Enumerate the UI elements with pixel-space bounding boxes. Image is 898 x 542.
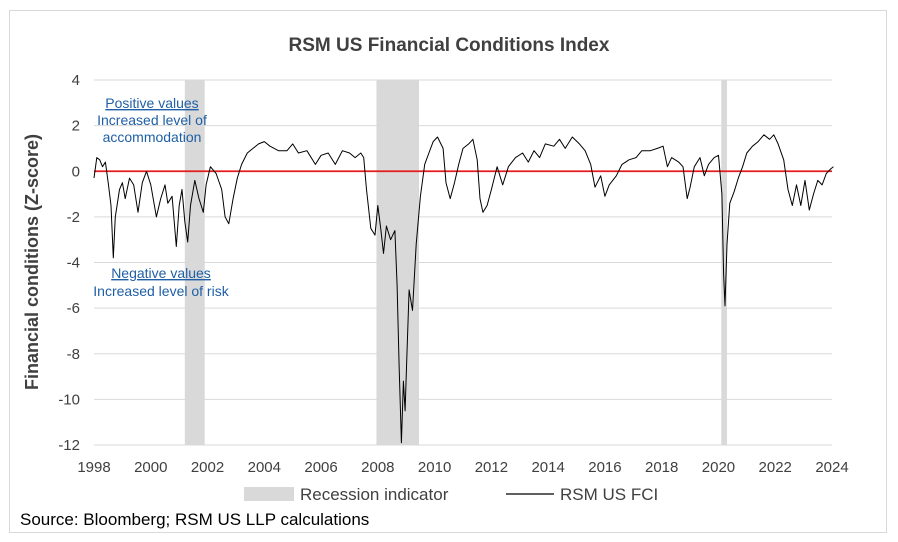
x-tick-label-1: 2000 [134, 459, 167, 476]
x-tick-label-6: 2010 [418, 459, 451, 476]
legend-swatch-recession [244, 487, 294, 501]
positive-values-line1: Increased level of [97, 112, 207, 128]
y-tick-label-7: -10 [58, 391, 80, 408]
legend-label-fci: RSM US FCI [560, 485, 658, 504]
recession-band-1 [376, 80, 420, 445]
positive-values-line2: accommodation [103, 129, 202, 145]
y-tick-label-6: -8 [67, 346, 80, 363]
x-tick-label-11: 2020 [702, 459, 735, 476]
y-tick-label-8: -12 [58, 437, 80, 454]
series-line-rsm-us-fci [93, 134, 834, 444]
x-tick-label-12: 2022 [759, 459, 792, 476]
negative-values-title: Negative values [111, 265, 211, 281]
chart-frame [9, 10, 887, 533]
negative-values-line1: Increased level of risk [93, 283, 229, 299]
y-tick-label-5: -6 [67, 300, 80, 317]
y-tick-label-4: -4 [67, 255, 80, 272]
y-axis-title: Financial conditions (Z-score) [22, 134, 42, 390]
source-note: Source: Bloomberg; RSM US LLP calculatio… [20, 510, 369, 529]
x-tick-label-9: 2016 [588, 459, 621, 476]
x-tick-labels: 1998 2000 2002 2004 2006 2008 2010 2012 2014 2016… [77, 459, 848, 476]
y-tick-label-2: 0 [72, 163, 80, 180]
y-tick-label-0: 4 [72, 72, 80, 89]
x-tick-label-3: 2004 [248, 459, 281, 476]
x-tick-label-7: 2012 [475, 459, 508, 476]
legend: Recession indicator RSM US FCI [244, 485, 658, 504]
x-tick-label-13: 2024 [815, 459, 848, 476]
x-tick-label-8: 2014 [531, 459, 564, 476]
legend-label-recession: Recession indicator [300, 485, 449, 504]
x-tick-label-0: 1998 [77, 459, 110, 476]
positive-values-title: Positive values [105, 95, 198, 111]
gridlines [94, 79, 832, 446]
x-tick-label-10: 2018 [645, 459, 678, 476]
x-tick-label-4: 2006 [304, 459, 337, 476]
y-tick-label-1: 2 [72, 118, 80, 135]
x-tick-label-2: 2002 [191, 459, 224, 476]
y-tick-label-3: -2 [67, 209, 80, 226]
recession-band-2 [721, 80, 727, 445]
y-tick-labels: 4 2 0 -2 -4 -6 -8 -10 -12 [58, 72, 80, 454]
chart-title: RSM US Financial Conditions Index [289, 35, 610, 56]
x-tick-label-5: 2008 [361, 459, 394, 476]
